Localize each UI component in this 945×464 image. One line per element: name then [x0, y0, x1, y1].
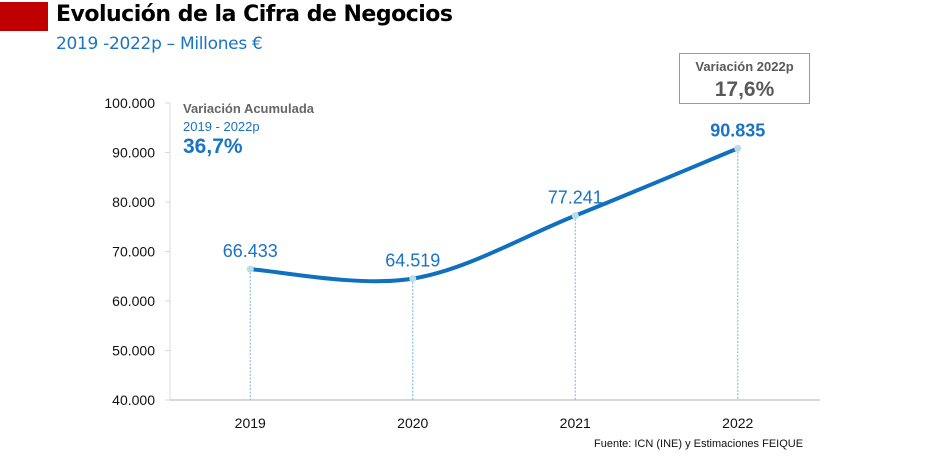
- cumulative-variation-label: Variación Acumulada: [183, 101, 315, 116]
- yearly-variation-label: Variación 2022p: [695, 59, 794, 74]
- title-accent-block: [0, 2, 48, 31]
- page-title: Evolución de la Cifra de Negocios: [56, 2, 453, 27]
- y-tick-label: 40.000: [112, 392, 155, 408]
- chart-labels: 66.433 64.519 77.241 90.835: [223, 120, 766, 270]
- data-point: [734, 144, 742, 152]
- data-point: [571, 212, 579, 220]
- data-point: [246, 265, 254, 273]
- series-line: [248, 146, 740, 284]
- page-subtitle: 2019 -2022p – Millones €: [56, 34, 263, 54]
- y-tick-label: 50.000: [112, 343, 155, 359]
- data-label: 64.519: [385, 251, 440, 271]
- source-note: Fuente: ICN (INE) y Estimaciones FEIQUE: [594, 438, 804, 450]
- chart-droplines: [249, 148, 739, 400]
- data-label: 90.835: [710, 120, 765, 140]
- yearly-variation-value: 17,6%: [714, 78, 775, 101]
- y-tick-label: 70.000: [112, 244, 155, 260]
- x-tick-label: 2019: [235, 415, 266, 431]
- x-tick-label: 2020: [397, 415, 428, 431]
- cumulative-variation-value: 36,7%: [183, 135, 243, 158]
- x-tick-label: 2022: [722, 415, 753, 431]
- data-point: [409, 275, 417, 283]
- cumulative-variation-annotation: Variación Acumulada 2019 - 2022p 36,7%: [183, 101, 314, 159]
- chart-points: [246, 144, 742, 283]
- chart-axes: 40.000 50.000 60.000 70.000 80.000 90.000 100.…: [104, 95, 820, 431]
- cumulative-variation-range: 2019 - 2022p: [183, 119, 260, 134]
- y-tick-label: 100.000: [104, 95, 155, 111]
- y-tick-label: 80.000: [112, 194, 155, 210]
- yearly-variation-box: Variación 2022p 17,6%: [679, 53, 810, 104]
- data-label: 77.241: [548, 188, 603, 208]
- data-label: 66.433: [223, 241, 278, 261]
- y-tick-label: 90.000: [112, 145, 155, 161]
- x-tick-label: 2021: [560, 415, 591, 431]
- y-tick-label: 60.000: [112, 293, 155, 309]
